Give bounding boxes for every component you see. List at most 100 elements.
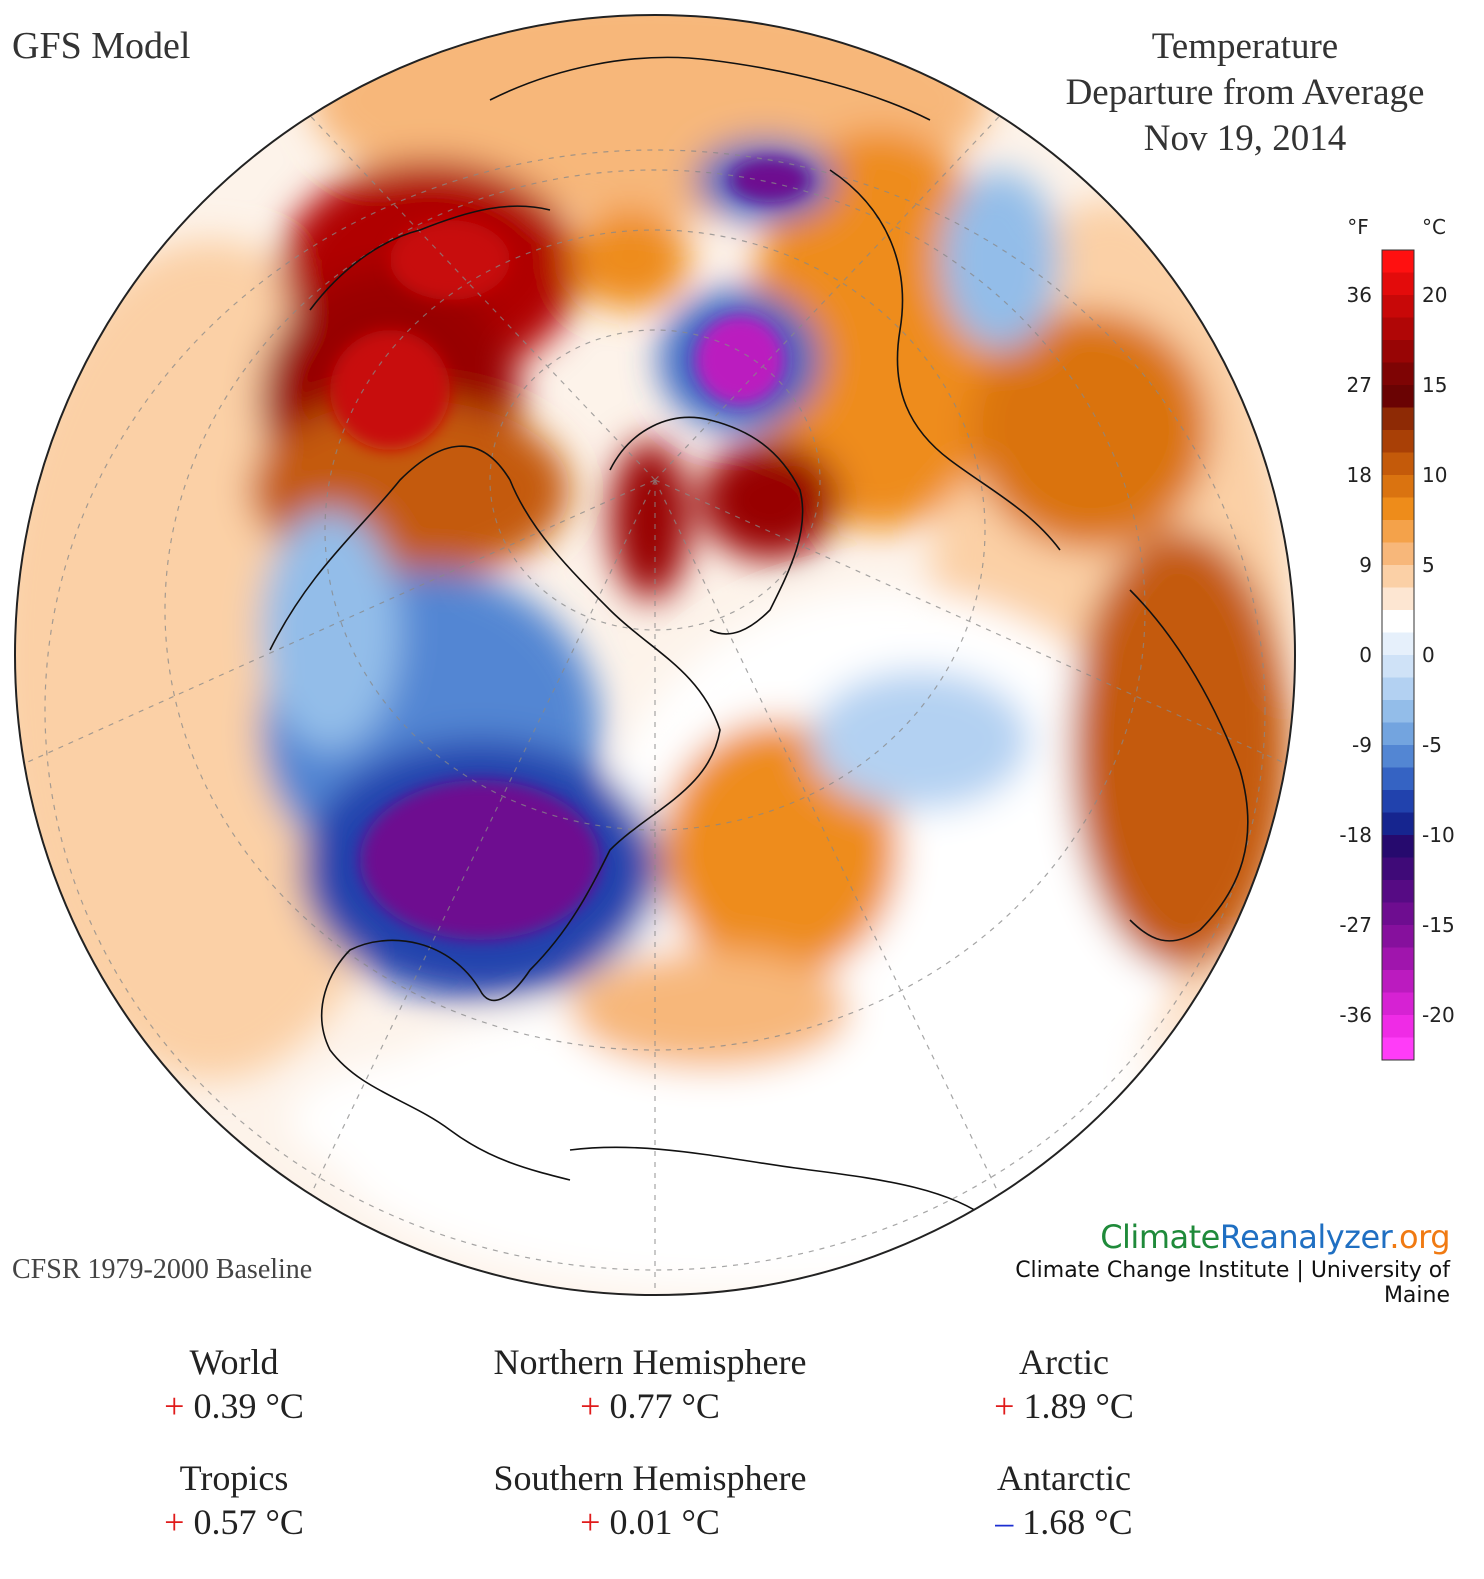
baseline-label: CFSR 1979-2000 Baseline: [12, 1254, 313, 1285]
colorbar-swatches: [1381, 249, 1415, 1061]
stat-value: 1.68 °C: [1022, 1502, 1133, 1542]
colorbar-swatch: [1382, 947, 1414, 971]
title-line-3: Nov 19, 2014: [1143, 118, 1347, 159]
colorbar-swatch: [1382, 295, 1414, 318]
colorbar-swatch: [1382, 857, 1414, 881]
stat-antarctic: Antarctic – 1.68 °C: [854, 1456, 1274, 1544]
colorbar-swatch: [1382, 385, 1414, 408]
colorbar-swatch: [1382, 925, 1414, 948]
colorbar-f-tick: -27: [1339, 913, 1372, 937]
colorbar-c-tick: -20: [1422, 1003, 1455, 1027]
colorbar-swatch: [1382, 790, 1414, 813]
stat-sign: +: [580, 1502, 601, 1542]
colorbar-swatch: [1382, 902, 1414, 926]
colorbar-swatch: [1382, 1015, 1414, 1038]
colorbar-c-tick: -10: [1422, 823, 1455, 847]
brand-subtitle: Climate Change Institute | University of…: [1015, 1258, 1450, 1308]
stat-sign: –: [995, 1502, 1014, 1542]
brand-org: .org: [1389, 1218, 1450, 1256]
colorbar-swatch: [1382, 700, 1414, 723]
colorbar-swatch: [1382, 520, 1414, 543]
stat-sign: +: [580, 1386, 601, 1426]
colorbar-swatch: [1382, 250, 1414, 273]
colorbar-swatch: [1382, 497, 1414, 521]
stat-name: Tropics: [179, 1458, 289, 1498]
colorbar-swatch: [1382, 835, 1414, 858]
colorbar-c-tick: 20: [1422, 283, 1447, 307]
colorbar-swatch: [1382, 340, 1414, 363]
colorbar-c-tick: 5: [1422, 553, 1435, 577]
stat-southern-hemisphere: Southern Hemisphere + 0.01 °C: [440, 1456, 860, 1544]
colorbar-swatch: [1382, 677, 1414, 701]
brand-climate: Climate: [1100, 1218, 1220, 1256]
colorbar-swatch: [1382, 565, 1414, 588]
colorbar-c-ticks: 20 15 10 5 0 -5 -10 -15 -20: [1422, 283, 1455, 1027]
colorbar-swatch: [1382, 542, 1414, 566]
colorbar-swatch: [1382, 1037, 1414, 1061]
colorbar-swatch: [1382, 722, 1414, 746]
colorbar-f-tick: 0: [1359, 643, 1372, 667]
colorbar-swatch: [1382, 452, 1414, 476]
brand-logo: ClimateReanalyzer.org: [950, 1218, 1450, 1256]
colorbar-swatch: [1382, 407, 1414, 431]
stat-name: Antarctic: [997, 1458, 1131, 1498]
colorbar-swatch: [1382, 970, 1414, 993]
colorbar-swatch: [1382, 430, 1414, 453]
colorbar-swatch: [1382, 587, 1414, 611]
stat-name: Southern Hemisphere: [493, 1458, 807, 1498]
colorbar-unit-f: °F: [1347, 215, 1369, 239]
regional-anomaly-stats: World + 0.39 °C Northern Hemisphere + 0.…: [0, 1340, 1484, 1570]
stat-value: 0.57 °C: [193, 1502, 304, 1542]
title-line-1: Temperature: [1151, 26, 1339, 67]
stat-value: 1.89 °C: [1023, 1386, 1134, 1426]
colorbar-f-tick: 27: [1347, 373, 1372, 397]
globe-outline: [14, 14, 1296, 1296]
colorbar-swatch: [1382, 880, 1414, 903]
stat-sign: +: [994, 1386, 1015, 1426]
stat-value: 0.39 °C: [193, 1386, 304, 1426]
colorbar-c-tick: -5: [1422, 733, 1442, 757]
colorbar-swatch: [1382, 317, 1414, 341]
colorbar-swatch: [1382, 632, 1414, 656]
temperature-colorbar: °F °C 36 27 18 9 0 -9 -18 -27 -36 20 15 10 5 0 -5 -10 -…: [1339, 215, 1455, 1061]
colorbar-c-tick: 15: [1422, 373, 1447, 397]
colorbar-c-tick: 0: [1422, 643, 1435, 667]
colorbar-outline: [1381, 249, 1415, 1061]
stat-value: 0.01 °C: [609, 1502, 720, 1542]
colorbar-f-tick: -36: [1339, 1003, 1372, 1027]
colorbar-swatch: [1382, 767, 1414, 791]
brand-block: ClimateReanalyzer.org Climate Change Ins…: [950, 1218, 1450, 1308]
stat-arctic: Arctic + 1.89 °C: [854, 1340, 1274, 1428]
colorbar-swatch: [1382, 272, 1414, 296]
anomaly-field: [15, 15, 1290, 1290]
stat-northern-hemisphere: Northern Hemisphere + 0.77 °C: [440, 1340, 860, 1428]
colorbar-f-ticks: 36 27 18 9 0 -9 -18 -27 -36: [1339, 283, 1372, 1027]
stat-tropics: Tropics + 0.57 °C: [24, 1456, 444, 1544]
stat-name: Northern Hemisphere: [493, 1342, 807, 1382]
colorbar-swatch: [1382, 992, 1414, 1016]
coastlines: [269, 56, 1249, 1221]
colorbar-swatch: [1382, 745, 1414, 768]
title-line-2: Departure from Average: [1065, 72, 1425, 113]
colorbar-f-tick: 9: [1359, 553, 1372, 577]
stat-value: 0.77 °C: [609, 1386, 720, 1426]
colorbar-f-tick: 18: [1347, 463, 1372, 487]
stat-sign: +: [164, 1502, 185, 1542]
stat-name: Arctic: [1019, 1342, 1109, 1382]
colorbar-swatch: [1382, 362, 1414, 386]
stat-sign: +: [164, 1386, 185, 1426]
colorbar-f-tick: -9: [1352, 733, 1372, 757]
colorbar-swatch: [1382, 655, 1414, 678]
colorbar-unit-c: °C: [1422, 215, 1446, 239]
colorbar-c-tick: -15: [1422, 913, 1455, 937]
colorbar-f-tick: -18: [1339, 823, 1372, 847]
brand-reanalyzer: Reanalyzer: [1219, 1218, 1390, 1256]
colorbar-c-tick: 10: [1422, 463, 1447, 487]
stat-name: World: [189, 1342, 279, 1382]
colorbar-swatch: [1382, 610, 1414, 633]
colorbar-f-tick: 36: [1347, 283, 1372, 307]
temperature-anomaly-globe: [14, 14, 1296, 1296]
colorbar-swatch: [1382, 475, 1414, 498]
stat-world: World + 0.39 °C: [24, 1340, 444, 1428]
map-title: Temperature Departure from Average Nov 1…: [1030, 24, 1460, 162]
